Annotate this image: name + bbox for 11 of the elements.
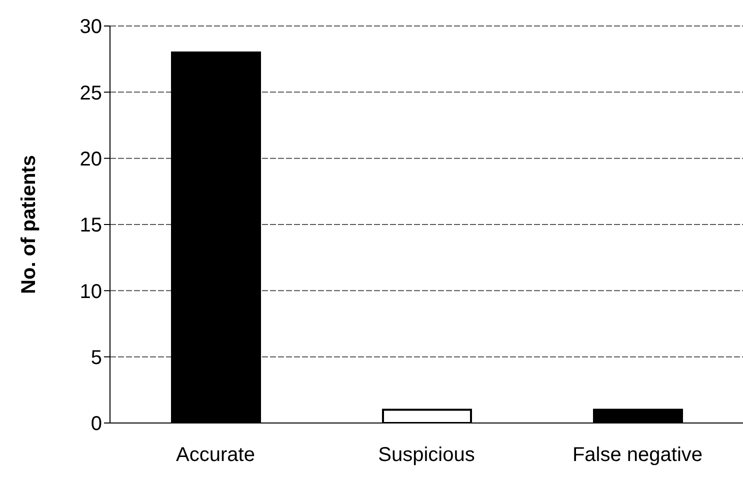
y-tick-label: 10	[80, 280, 102, 303]
y-tick-label: 20	[80, 148, 102, 170]
x-tick-label: Accurate	[176, 444, 255, 466]
x-tick-label: Suspicious	[378, 444, 475, 466]
y-axis-title: No. of patients	[18, 155, 40, 294]
y-tick-label: 15	[80, 214, 102, 237]
x-tick-label: False negative	[572, 444, 703, 466]
y-tick-label: 25	[80, 82, 102, 104]
y-tick-label: 0	[90, 413, 102, 436]
y-tick-label: 5	[90, 346, 102, 369]
y-tick-label: 30	[80, 16, 102, 38]
